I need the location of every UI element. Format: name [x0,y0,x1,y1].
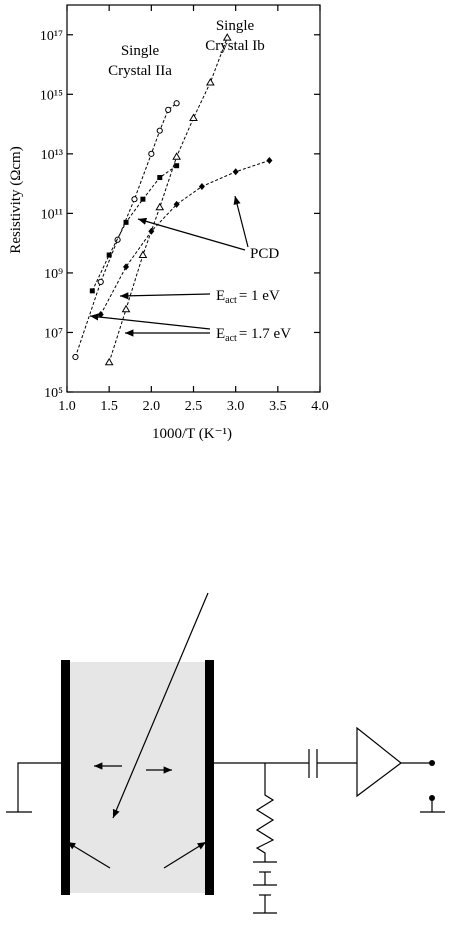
annotation: Single [121,43,160,59]
y-tick-label: 10¹³ [41,148,63,163]
annotation-text: = 1 eV [239,288,280,304]
y-tick-label: 10¹⁷ [40,29,63,44]
annotation: Crystal IIa [108,63,172,79]
y-tick-label: 10¹⁵ [40,88,63,103]
y-tick-label: 10⁵ [44,386,63,401]
point [157,175,163,181]
point [131,196,138,203]
point [165,106,172,113]
annotation: PCD [250,246,279,262]
annotation-subscript: act [225,295,237,306]
annotation: Eact = 1.7 eV [216,326,291,344]
fit-line [74,102,177,358]
point [97,278,104,285]
point [121,304,131,313]
annotation-text: E [216,288,225,304]
annotation-arrows [89,195,249,337]
y-tick-label: 10⁷ [44,326,63,341]
x-tick-label: 3.0 [227,399,245,414]
point [106,252,112,258]
x-axis-label: 1000/T (K⁻¹) [152,426,232,442]
annotation-text: = 1.7 eV [239,326,291,342]
annotation-subscript: act [225,333,237,344]
point [173,100,180,107]
point [198,183,205,191]
point [148,227,155,235]
point [104,357,114,366]
point [72,353,79,361]
annotation-text: E [216,326,225,342]
fit-line [91,165,177,292]
y-tick-label: 10⁹ [44,267,63,282]
point [189,113,198,122]
x-tick-label: 3.5 [269,399,287,414]
annotation: Crystal Ib [205,38,265,54]
point [172,152,182,160]
y-axis-label: Resistivity (Ωcm) [8,146,24,253]
point [97,311,104,319]
point [232,168,239,176]
x-tick-label: 1.5 [100,399,118,414]
y-tick-label: 10¹¹ [41,207,63,222]
point [140,196,146,202]
point [89,288,95,294]
point [266,156,273,164]
point [123,263,130,271]
point [222,33,232,41]
point [148,150,155,157]
x-tick-label: 4.0 [311,399,329,414]
point [173,200,180,208]
point [123,219,129,225]
point [156,127,163,134]
x-tick-label: 1.0 [58,399,76,414]
fit-line [108,37,228,363]
x-tick-label: 2.0 [143,399,161,414]
point [174,163,180,169]
point [138,250,148,259]
annotation: Eact = 1 eV [216,288,280,306]
circuit-diagram [6,592,445,914]
point [155,202,165,211]
x-tick-label: 2.5 [185,399,203,414]
point [205,77,215,86]
annotation: Single [216,18,255,34]
